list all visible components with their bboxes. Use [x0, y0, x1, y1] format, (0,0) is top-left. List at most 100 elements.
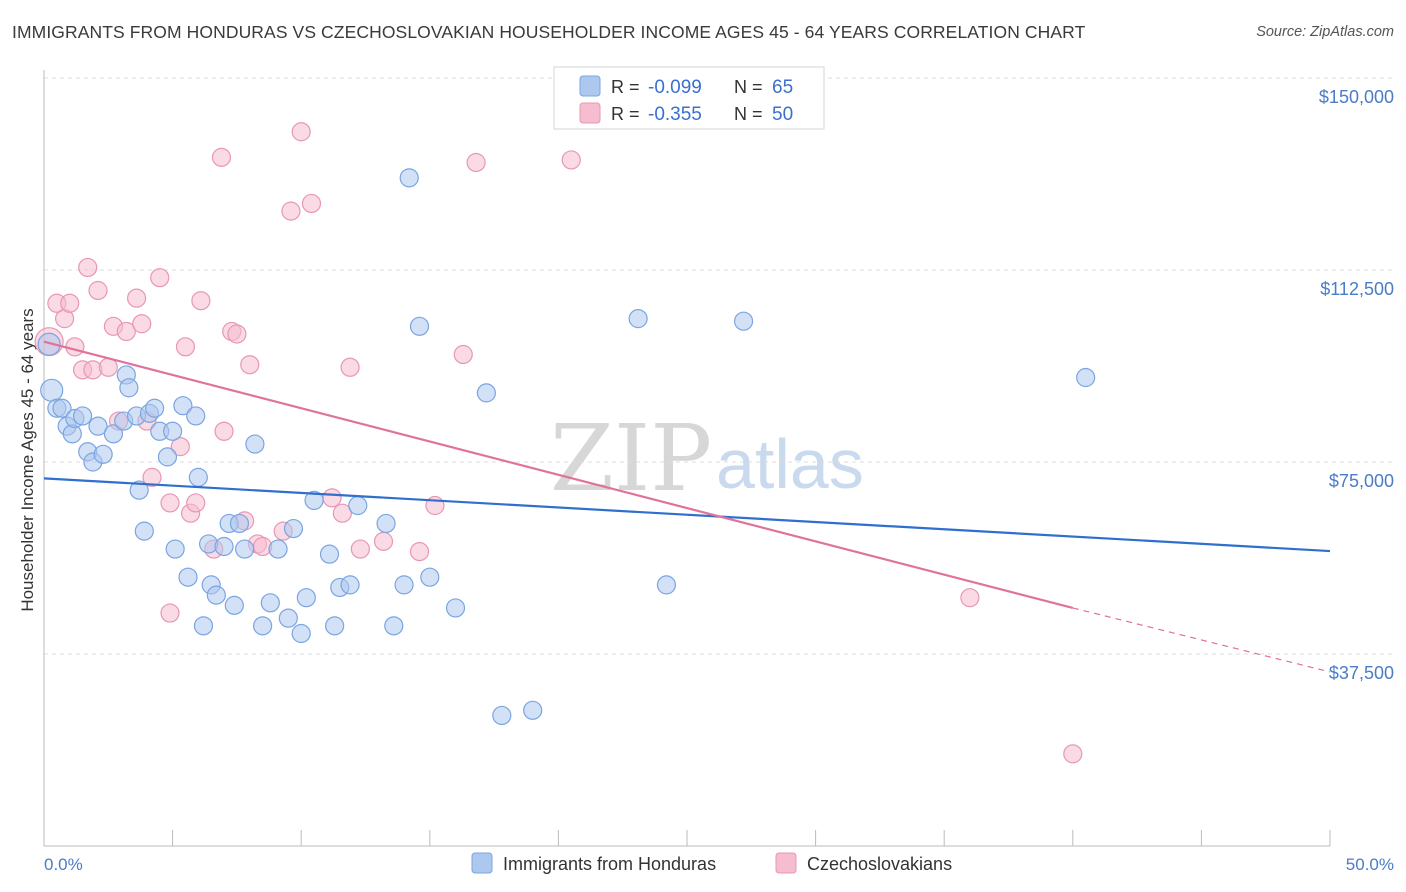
czechoslovakians-point	[60, 293, 80, 313]
czechoslovakians-point	[150, 268, 170, 288]
czechoslovakians-point	[132, 314, 152, 334]
honduras-point	[492, 705, 512, 726]
czechoslovakians-point	[116, 321, 136, 342]
czechoslovakians-point	[350, 539, 370, 559]
trend-lines	[43, 340, 1331, 673]
stats-legend-n-value-honduras: 65	[772, 77, 793, 98]
honduras-point	[88, 416, 108, 436]
legend-label-czechoslovakians: Czechoslovakians	[807, 854, 952, 874]
legend-swatch-czechoslovakians	[775, 852, 797, 874]
stats-legend-r-value-czechoslovakians: -0.355	[648, 104, 702, 125]
czechoslovakians-point	[281, 201, 301, 221]
honduras-point	[523, 700, 543, 720]
stats-legend-r-label-honduras: R =	[611, 77, 640, 97]
y-tick-label: $37,500	[1329, 663, 1394, 683]
honduras-point	[445, 598, 466, 618]
x-tick-label-min: 0.0%	[44, 855, 83, 874]
czechoslovakians-point	[227, 324, 247, 344]
honduras-point	[37, 332, 61, 356]
honduras-point	[235, 539, 255, 559]
watermark-atlas: atlas	[716, 425, 864, 503]
honduras-point	[268, 539, 288, 559]
honduras-point	[186, 406, 206, 426]
honduras-point	[214, 536, 234, 557]
honduras-point	[399, 168, 419, 188]
honduras-point	[72, 406, 93, 426]
czechoslovakians-point	[78, 257, 98, 278]
honduras-point	[283, 518, 304, 539]
honduras-point	[206, 585, 226, 605]
czechoslovakians-point	[332, 503, 352, 523]
honduras-points	[37, 168, 1096, 726]
honduras-point	[394, 575, 414, 595]
stats-legend-swatch-honduras	[579, 75, 601, 97]
honduras-point	[144, 398, 165, 418]
series-legend: Immigrants from Honduras Czechoslovakian…	[471, 852, 952, 874]
honduras-point	[409, 316, 430, 336]
honduras-point	[1076, 367, 1096, 388]
stats-legend: R = -0.099 N = 65 R = -0.355 N = 50	[553, 66, 825, 130]
honduras-point	[278, 608, 298, 628]
stats-legend-n-value-czechoslovakians: 50	[772, 104, 793, 125]
czechoslovakians-point	[186, 493, 206, 513]
czechoslovakians-point	[453, 344, 473, 365]
honduras-point	[93, 444, 113, 464]
legend-swatch-honduras	[471, 852, 493, 874]
czechoslovakians-point	[126, 288, 147, 308]
czechoslovakians-trend-extension	[1072, 607, 1331, 673]
czechoslovakians-points	[34, 122, 1083, 764]
czechoslovakians-point	[960, 588, 980, 608]
honduras-point	[119, 378, 139, 398]
honduras-point	[304, 490, 324, 510]
czechoslovakians-point	[466, 152, 486, 173]
czechoslovakians-point	[65, 337, 85, 357]
czechoslovakians-point	[160, 493, 180, 513]
honduras-point	[376, 513, 396, 534]
honduras-point	[129, 480, 149, 500]
czechoslovakians-point	[160, 603, 180, 623]
honduras-point	[319, 544, 340, 564]
stats-legend-swatch-czechoslovakians	[579, 102, 601, 124]
stats-legend-r-label-czechoslovakians: R =	[611, 104, 640, 124]
czechoslovakians-point	[561, 150, 581, 170]
honduras-point	[340, 575, 360, 595]
czechoslovakians-point	[301, 193, 322, 214]
czechoslovakians-point	[211, 147, 232, 167]
czechoslovakians-point	[322, 488, 342, 508]
czechoslovakians-point	[214, 421, 234, 441]
honduras-point	[253, 616, 273, 636]
watermark-zip: ZIP	[550, 405, 712, 512]
czechoslovakians-point	[291, 122, 311, 142]
y-tick-label: $150,000	[1319, 87, 1394, 107]
honduras-trend-line	[43, 477, 1331, 553]
y-tick-label: $112,500	[1320, 279, 1394, 299]
x-tick-marks	[43, 830, 1331, 846]
honduras-point	[229, 513, 250, 534]
chart-title: IMMIGRANTS FROM HONDURAS VS CZECHOSLOVAK…	[12, 22, 1086, 42]
honduras-point	[628, 309, 648, 329]
honduras-point	[384, 616, 404, 636]
y-tick-label: $75,000	[1329, 471, 1394, 491]
honduras-point	[296, 588, 316, 608]
honduras-point	[188, 467, 208, 487]
honduras-point	[420, 567, 440, 587]
honduras-point	[224, 595, 244, 615]
czechoslovakians-point	[142, 467, 162, 487]
czechoslovakians-point	[175, 337, 196, 357]
honduras-point	[163, 421, 183, 441]
y-tick-labels: $37,500 $75,000 $112,500 $150,000	[1319, 87, 1394, 683]
honduras-point	[733, 311, 754, 331]
honduras-point	[103, 424, 124, 444]
honduras-point	[260, 593, 280, 613]
czechoslovakians-point	[340, 357, 360, 377]
honduras-point	[193, 616, 214, 636]
honduras-point	[40, 378, 64, 402]
x-tick-label-max: 50.0%	[1346, 855, 1394, 874]
stats-legend-n-label-czechoslovakians: N =	[734, 104, 763, 124]
honduras-point	[52, 398, 72, 418]
honduras-point	[348, 495, 368, 516]
stats-legend-n-label-honduras: N =	[734, 77, 763, 97]
honduras-point	[157, 447, 178, 467]
source-credit: Source: ZipAtlas.com	[1256, 24, 1394, 40]
honduras-point	[291, 623, 311, 644]
